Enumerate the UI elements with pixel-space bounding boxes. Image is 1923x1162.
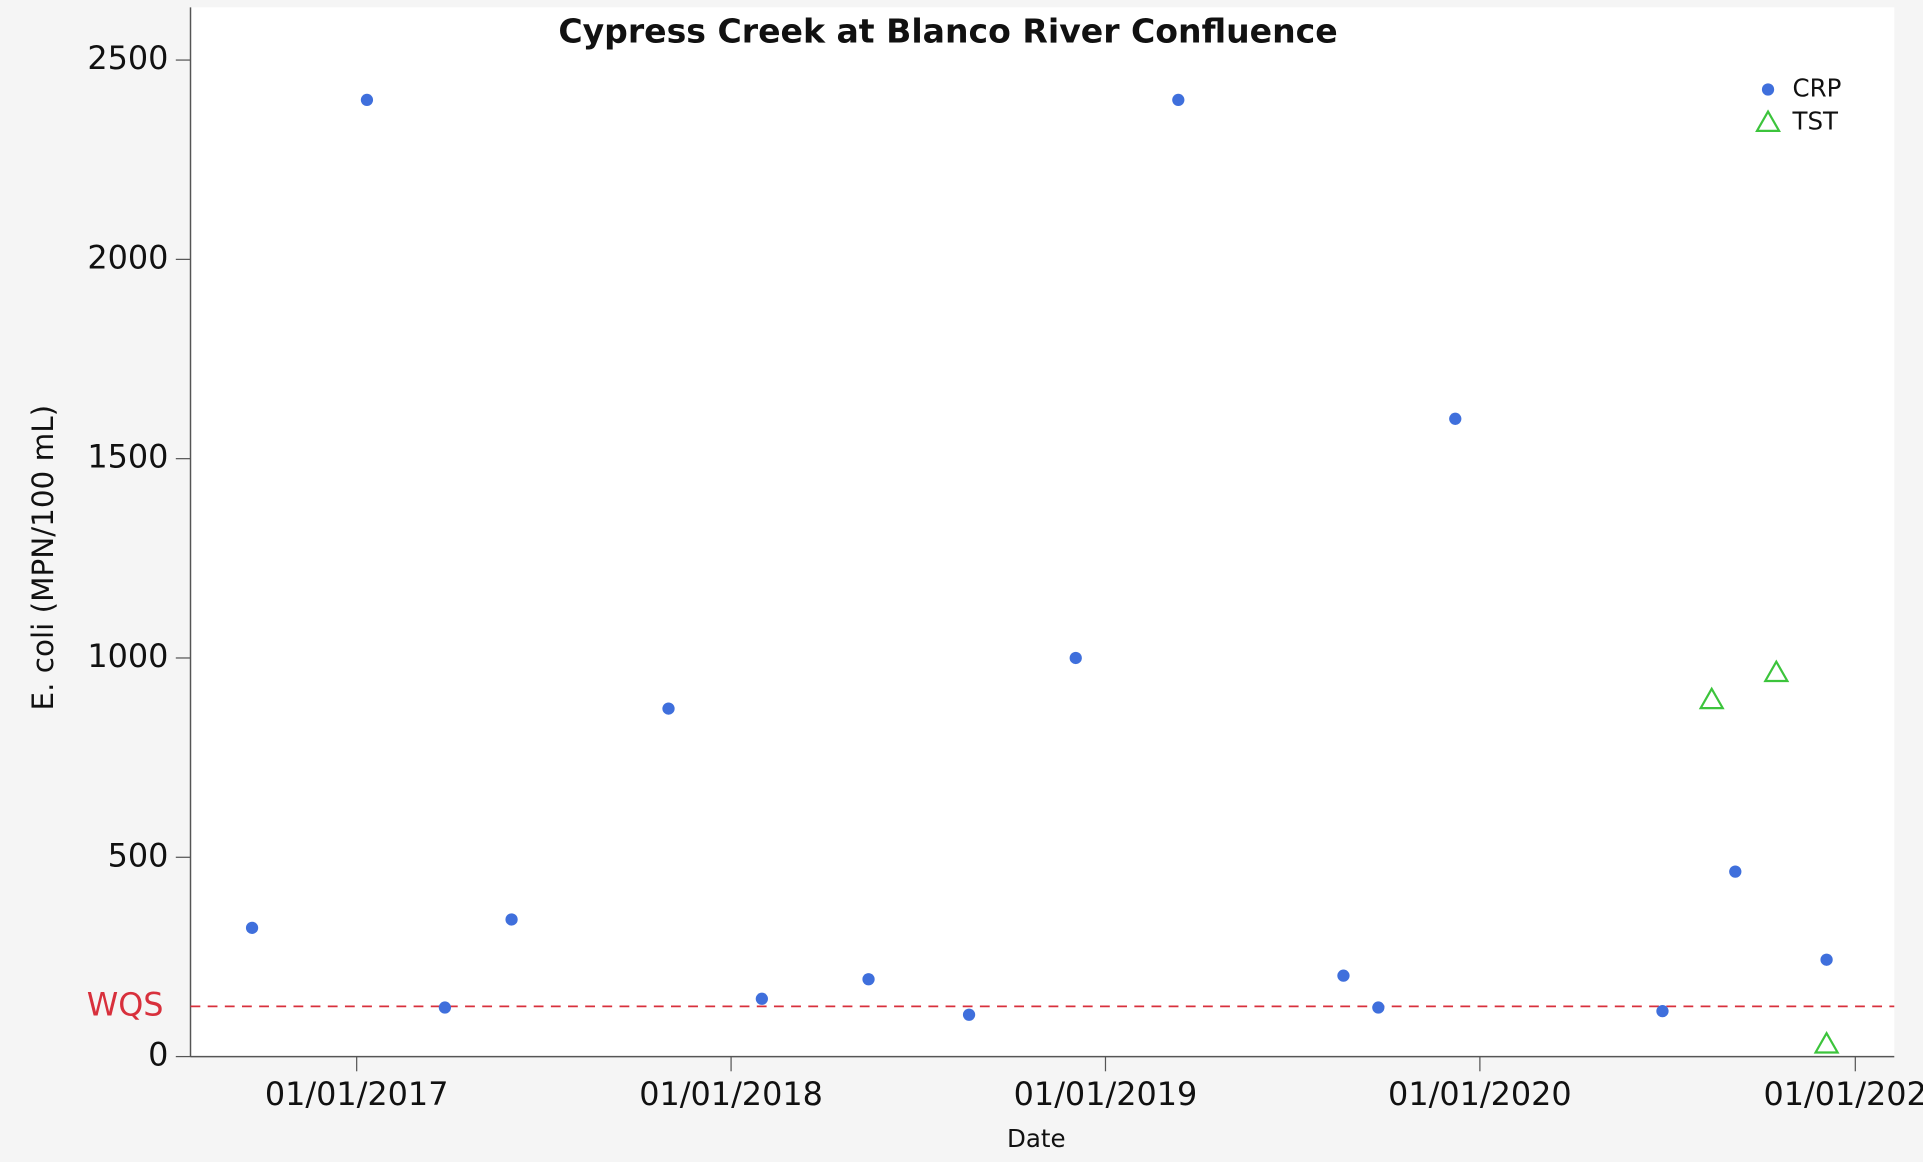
plot-area: [190, 7, 1895, 1057]
legend-marker: [1761, 83, 1775, 96]
data-point: [1698, 686, 1725, 710]
data-point: [1813, 1030, 1840, 1054]
reference-label: WQS: [87, 985, 164, 1023]
y-tick-label: 0: [148, 1036, 168, 1074]
data-point: [1729, 865, 1742, 878]
x-axis-label: Date: [1007, 1124, 1066, 1153]
y-tick-label: 1000: [87, 637, 168, 675]
data-point: [360, 93, 374, 107]
x-tick-label: 01/01/2018: [639, 1075, 823, 1113]
chart-title: Cypress Creek at Blanco River Confluence: [558, 12, 1337, 51]
data-point: [962, 1008, 976, 1021]
data-point: [1172, 93, 1185, 107]
data-point: [1372, 1001, 1385, 1014]
y-axis-label: E. coli (MPN/100 mL): [26, 405, 60, 711]
data-point: [1820, 953, 1833, 966]
data-point: [1337, 969, 1350, 982]
y-tick-label: 1500: [87, 438, 168, 476]
data-point: [505, 913, 518, 926]
legend-marker: [1755, 109, 1781, 132]
y-tick-label: 2000: [87, 238, 168, 276]
y-tick-label: 500: [108, 836, 169, 874]
y-tick-label: 2500: [87, 39, 168, 77]
legend-label: CRP: [1793, 73, 1842, 102]
x-tick-label: 01/01/2017: [265, 1075, 449, 1113]
data-point: [245, 921, 259, 934]
x-tick-label: 01/01/2020: [1388, 1075, 1572, 1113]
data-point: [1069, 651, 1082, 665]
data-point: [1763, 659, 1790, 683]
data-point: [755, 992, 768, 1005]
data-point: [1449, 412, 1462, 425]
data-point: [662, 702, 675, 715]
legend-label: TST: [1792, 107, 1840, 136]
data-point: [862, 973, 875, 986]
data-point: [1656, 1005, 1669, 1018]
data-point: [438, 1001, 452, 1014]
x-tick-label: 01/01/2019: [1014, 1075, 1198, 1113]
x-tick-label: 01/01/2021: [1763, 1075, 1923, 1113]
